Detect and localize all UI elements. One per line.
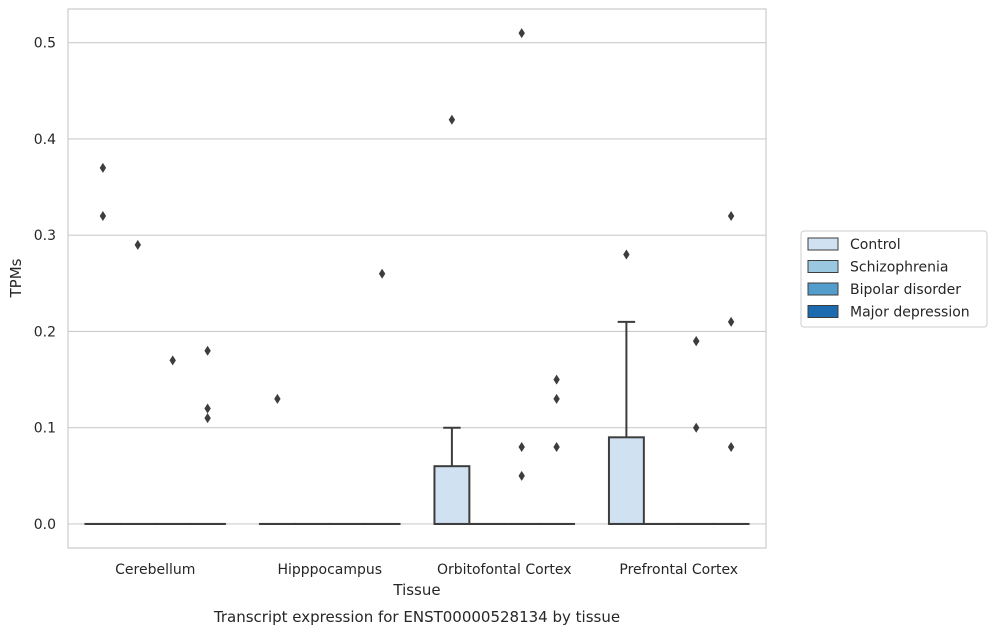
legend-label: Bipolar disorder bbox=[850, 282, 961, 298]
legend-frame bbox=[800, 230, 988, 328]
y-tick-label: 0.3 bbox=[34, 228, 56, 244]
box-group bbox=[503, 28, 541, 525]
outlier-point bbox=[518, 441, 525, 452]
x-tick-label: Orbitofontal Cortex bbox=[437, 562, 572, 578]
y-tick-label: 0.5 bbox=[34, 36, 56, 52]
gridlines bbox=[68, 42, 766, 525]
outlier-point bbox=[693, 336, 700, 347]
outlier-point bbox=[204, 413, 211, 424]
box-group bbox=[119, 239, 157, 525]
box-rect bbox=[607, 436, 645, 525]
box-group bbox=[154, 355, 192, 525]
x-axis-label: Tissue bbox=[392, 581, 440, 599]
chart-caption: Transcript expression for ENST0000052813… bbox=[213, 608, 620, 626]
legend-label: Control bbox=[850, 237, 901, 253]
outlier-point bbox=[99, 162, 107, 173]
outlier-point bbox=[553, 393, 560, 404]
outlier-point bbox=[204, 345, 211, 356]
y-tick-label: 0.2 bbox=[34, 324, 56, 340]
plot-area-frame bbox=[67, 8, 767, 549]
legend-swatch bbox=[807, 237, 839, 251]
legend-swatch bbox=[807, 282, 839, 296]
box-group bbox=[189, 345, 227, 525]
legend-swatch bbox=[807, 260, 839, 273]
x-axis-ticks: Cerebellum Hipppocampus Orbitofontal Corte… bbox=[115, 562, 738, 578]
outlier-point bbox=[693, 422, 700, 433]
outlier-point bbox=[99, 210, 107, 221]
box-group bbox=[363, 268, 401, 525]
outlier-point bbox=[204, 403, 211, 414]
y-axis-ticks: 0.0 0.1 0.2 0.3 0.4 0.5 bbox=[34, 36, 56, 533]
outlier-point bbox=[727, 316, 735, 327]
legend-label: Schizophrenia bbox=[850, 260, 948, 276]
outlier-point bbox=[518, 470, 525, 481]
legend-swatch bbox=[807, 305, 839, 318]
outlier-point bbox=[169, 355, 176, 366]
box-group bbox=[258, 393, 296, 525]
box-group bbox=[712, 210, 750, 525]
box-group bbox=[538, 374, 576, 525]
outlier-point bbox=[134, 239, 141, 250]
box-group bbox=[677, 336, 715, 525]
legend-label: Major depression bbox=[850, 305, 970, 321]
outlier-point bbox=[623, 249, 630, 260]
outlier-point bbox=[448, 114, 456, 125]
outlier-point bbox=[553, 374, 560, 385]
outlier-point bbox=[518, 28, 525, 39]
y-tick-label: 0.1 bbox=[34, 421, 56, 437]
outlier-point bbox=[553, 441, 560, 452]
x-tick-label: Prefrontal Cortex bbox=[619, 562, 738, 578]
x-tick-label: Cerebellum bbox=[115, 562, 195, 578]
box-rect bbox=[433, 465, 471, 525]
outlier-point bbox=[274, 393, 281, 404]
x-tick-label: Hipppocampus bbox=[277, 562, 382, 578]
box-layer bbox=[84, 28, 750, 525]
y-tick-label: 0.4 bbox=[34, 132, 56, 148]
y-tick-label: 0.0 bbox=[34, 517, 56, 533]
box-group bbox=[84, 162, 122, 525]
box-group bbox=[607, 249, 645, 525]
outlier-point bbox=[727, 210, 735, 221]
y-axis-label: TPMs bbox=[7, 258, 25, 298]
legend: Control Schizophrenia Bipolar disorder Majo… bbox=[800, 230, 988, 328]
box-group bbox=[433, 114, 471, 525]
outlier-point bbox=[378, 268, 386, 279]
outlier-point bbox=[727, 441, 735, 452]
